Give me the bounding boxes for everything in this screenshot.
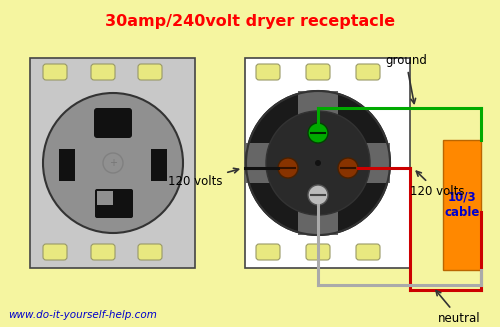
FancyBboxPatch shape bbox=[256, 64, 280, 80]
Text: neutral: neutral bbox=[436, 291, 480, 325]
Bar bbox=[443, 140, 481, 270]
FancyBboxPatch shape bbox=[356, 64, 380, 80]
FancyBboxPatch shape bbox=[306, 244, 330, 260]
Bar bbox=[245, 58, 410, 268]
Circle shape bbox=[308, 123, 328, 143]
Circle shape bbox=[246, 91, 390, 235]
FancyBboxPatch shape bbox=[138, 244, 162, 260]
FancyBboxPatch shape bbox=[256, 244, 280, 260]
Circle shape bbox=[308, 185, 328, 205]
FancyBboxPatch shape bbox=[91, 64, 115, 80]
FancyBboxPatch shape bbox=[356, 244, 380, 260]
Circle shape bbox=[338, 158, 358, 178]
Bar bbox=[151, 149, 167, 181]
FancyBboxPatch shape bbox=[43, 64, 67, 80]
FancyBboxPatch shape bbox=[91, 244, 115, 260]
Text: 10/3
cable: 10/3 cable bbox=[444, 191, 480, 219]
Text: ground: ground bbox=[385, 54, 427, 103]
Circle shape bbox=[266, 111, 370, 215]
Text: +: + bbox=[109, 158, 117, 168]
Circle shape bbox=[278, 158, 298, 178]
FancyBboxPatch shape bbox=[95, 189, 133, 218]
Circle shape bbox=[43, 93, 183, 233]
Bar bbox=[298, 91, 338, 235]
FancyBboxPatch shape bbox=[94, 108, 132, 138]
Text: 30amp/240volt dryer receptacle: 30amp/240volt dryer receptacle bbox=[105, 14, 395, 29]
Text: 120 volts: 120 volts bbox=[168, 168, 238, 188]
Text: www.do-it-yourself-help.com: www.do-it-yourself-help.com bbox=[8, 310, 157, 320]
FancyBboxPatch shape bbox=[306, 64, 330, 80]
Bar bbox=[246, 143, 390, 183]
Circle shape bbox=[315, 160, 321, 166]
Bar bbox=[30, 58, 195, 268]
Bar bbox=[97, 191, 113, 205]
Bar bbox=[59, 149, 75, 181]
Text: 120 volts: 120 volts bbox=[410, 171, 465, 198]
Circle shape bbox=[103, 153, 123, 173]
FancyBboxPatch shape bbox=[43, 244, 67, 260]
FancyBboxPatch shape bbox=[138, 64, 162, 80]
